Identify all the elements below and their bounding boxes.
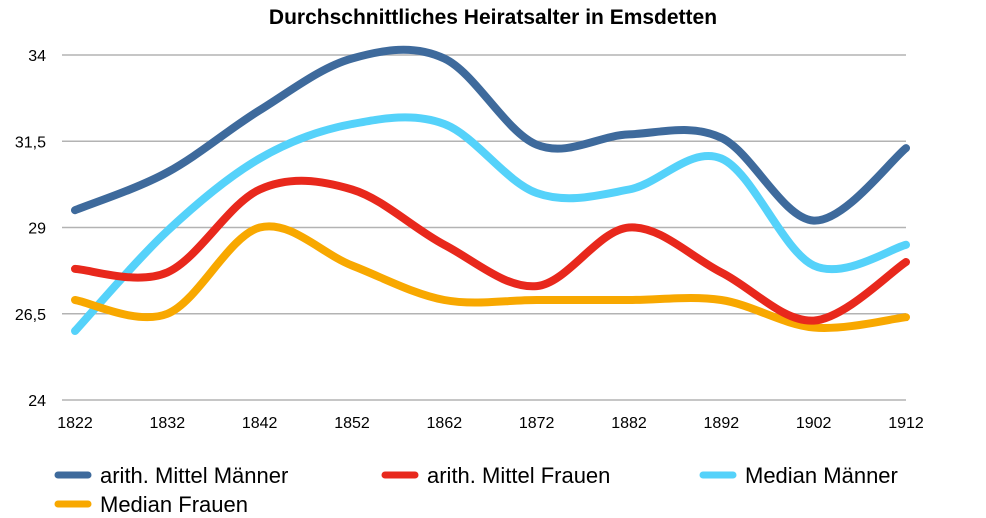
x-tick-label: 1852 [334,415,370,432]
legend-label-median-m-nner: Median Männer [745,463,898,488]
legend: arith. Mittel Männer arith. Mittel Frauen… [54,463,898,517]
x-tick-label: 1892 [704,415,740,432]
y-tick-label: 29 [28,221,46,238]
y-axis-ticks: 24 26,5 29 31,5 34 [15,48,46,410]
y-tick-label: 31,5 [15,134,46,151]
series-lines [71,45,910,335]
x-tick-label: 1872 [519,415,555,432]
legend-label-median-frauen: Median Frauen [100,492,248,517]
series-line-median-m-nner [71,113,910,335]
y-tick-label: 34 [28,48,46,65]
x-tick-label: 1842 [242,415,278,432]
series-line-arith-mittel-frauen [71,176,910,325]
series-line-median-frauen [71,222,910,332]
chart-title: Durchschnittliches Heiratsalter in Emsde… [269,6,717,29]
x-tick-label: 1822 [57,415,93,432]
series-line-arith-mittel-m-nner [71,45,910,225]
x-tick-label: 1862 [427,415,463,432]
x-axis-ticks: 1822 1832 1842 1852 1862 1872 1882 1892 1902 1912 [57,415,924,432]
x-tick-label: 1832 [150,415,186,432]
x-tick-label: 1902 [796,415,832,432]
x-tick-label: 1882 [611,415,647,432]
legend-label-arith-mittel-frauen: arith. Mittel Frauen [427,463,610,488]
y-tick-label: 24 [28,393,46,410]
legend-label-arith-mittel-m-nner: arith. Mittel Männer [100,463,288,488]
x-tick-label: 1912 [888,415,924,432]
y-tick-label: 26,5 [15,307,46,324]
